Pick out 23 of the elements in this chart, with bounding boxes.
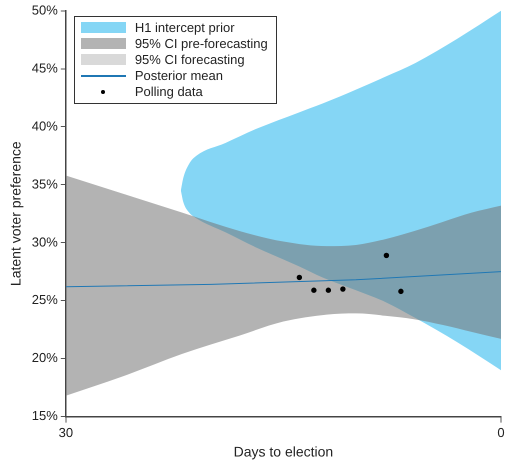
x-tick-label: 30 bbox=[58, 424, 74, 440]
y-tick-label: 30% bbox=[32, 234, 58, 250]
legend-label: Polling data bbox=[134, 84, 203, 100]
y-tick-label: 25% bbox=[32, 292, 58, 308]
x-axis-title: Days to election bbox=[234, 443, 334, 460]
point bbox=[384, 252, 390, 258]
y-tick-label: 50% bbox=[32, 2, 58, 18]
point bbox=[398, 288, 404, 294]
y-tick-label: 45% bbox=[32, 60, 58, 76]
point bbox=[311, 288, 317, 293]
legend-label: 95% CI pre-forecasting bbox=[134, 36, 268, 52]
x-tick-label: 0 bbox=[497, 424, 505, 440]
legend-label: H1 intercept prior bbox=[134, 20, 235, 36]
point bbox=[296, 274, 302, 280]
y-axis-title: Latent voter preference bbox=[7, 141, 24, 286]
y-tick-label: 40% bbox=[32, 118, 58, 134]
point bbox=[326, 288, 332, 293]
point bbox=[340, 286, 346, 292]
y-tick-label: 35% bbox=[32, 176, 58, 192]
legend-label: 95% CI forecasting bbox=[134, 52, 245, 68]
y-tick-label: 20% bbox=[32, 350, 58, 366]
legend-label: Posterior mean bbox=[134, 68, 223, 84]
y-tick-label: 15% bbox=[32, 408, 58, 424]
